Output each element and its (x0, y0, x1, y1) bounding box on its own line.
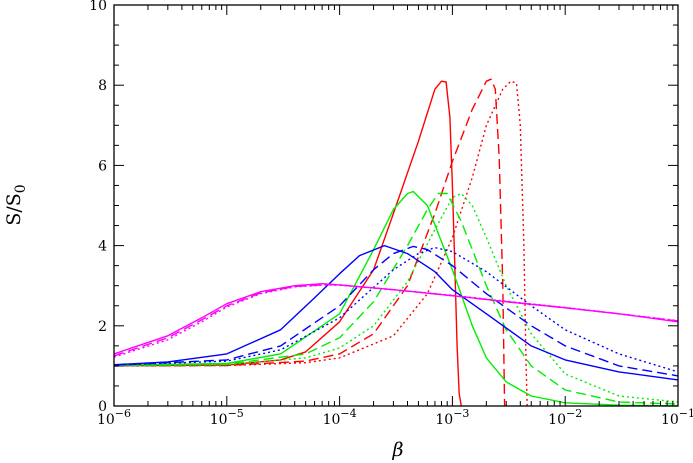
y-axis-label-subscript: 0 (13, 184, 29, 193)
y-tick-label: 6 (98, 158, 107, 174)
x-tick-label-base: 10 (210, 412, 228, 428)
x-tick-label: 10−3 (435, 407, 469, 428)
x-tick-label-base: 10 (435, 412, 453, 428)
y-tick-label: 8 (98, 78, 107, 94)
tick-layer (113, 4, 679, 407)
x-axis-label: β (392, 439, 404, 461)
x-tick-label-exponent: −1 (679, 407, 693, 420)
series-line-7 (113, 244, 679, 381)
y-tick-label: 10 (89, 0, 107, 14)
x-tick-label: 10−4 (323, 407, 357, 428)
x-tick-label-exponent: −6 (115, 407, 131, 420)
series-line-3 (113, 80, 528, 407)
series-line-12 (113, 284, 679, 358)
x-tick-label: 10−6 (97, 407, 131, 428)
x-tick-label-base: 10 (323, 412, 341, 428)
y-tick-label: 4 (98, 239, 107, 255)
y-tick-label: 0 (98, 399, 107, 415)
series-line-2 (113, 78, 506, 407)
x-tick-label: 10−5 (210, 407, 244, 428)
series-line-4 (113, 190, 679, 407)
x-tick-label-exponent: −3 (453, 407, 469, 420)
x-tick-label-base: 10 (97, 412, 115, 428)
x-tick-label: 10−1 (661, 407, 693, 428)
series-line-8 (113, 245, 679, 377)
x-tick-label: 10−2 (548, 407, 582, 428)
y-axis-label-main: S/S (3, 193, 25, 225)
y-axis-label: S/S0 (3, 184, 29, 225)
series-line-5 (113, 192, 679, 405)
x-tick-label-exponent: −5 (228, 407, 244, 420)
series-layer (113, 78, 679, 407)
x-tick-label-exponent: −4 (340, 407, 356, 420)
y-tick-label: 2 (98, 319, 107, 335)
x-tick-label-exponent: −2 (566, 407, 582, 420)
x-tick-label-base: 10 (548, 412, 566, 428)
x-tick-label-base: 10 (661, 412, 679, 428)
